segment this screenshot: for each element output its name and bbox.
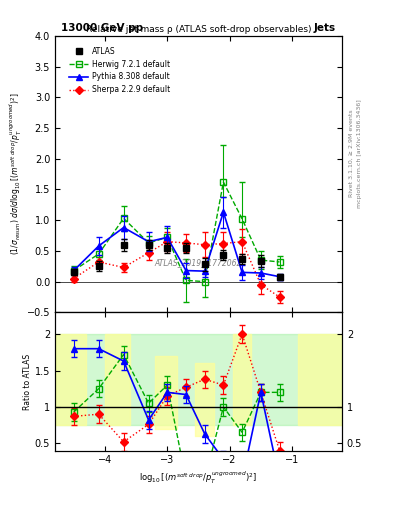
Text: 13000 GeV pp: 13000 GeV pp <box>61 23 143 33</box>
X-axis label: $\log_{10}[(m^{soft\ drop}/p_T^{ungroomed})^2]$: $\log_{10}[(m^{soft\ drop}/p_T^{ungroome… <box>140 470 257 486</box>
Y-axis label: Ratio to ATLAS: Ratio to ATLAS <box>23 353 32 410</box>
Legend: ATLAS, Herwig 7.2.1 default, Pythia 8.308 default, Sherpa 2.2.9 default: ATLAS, Herwig 7.2.1 default, Pythia 8.30… <box>68 45 172 96</box>
Text: Rivet 3.1.10, ≥ 2.9M events: Rivet 3.1.10, ≥ 2.9M events <box>349 110 354 198</box>
Y-axis label: $(1/\sigma_{resum})$ $d\sigma/d\log_{10}[(m^{soft\ drop}/p_T^{ungroomed})^2]$: $(1/\sigma_{resum})$ $d\sigma/d\log_{10}… <box>8 93 24 255</box>
Text: ATLAS_2019_I1772062: ATLAS_2019_I1772062 <box>155 258 242 267</box>
Text: Jets: Jets <box>314 23 336 33</box>
Text: mcplots.cern.ch [arXiv:1306.3436]: mcplots.cern.ch [arXiv:1306.3436] <box>357 99 362 208</box>
Bar <box>55 334 342 425</box>
Title: Relative jet mass ρ (ATLAS soft-drop observables): Relative jet mass ρ (ATLAS soft-drop obs… <box>86 25 311 34</box>
